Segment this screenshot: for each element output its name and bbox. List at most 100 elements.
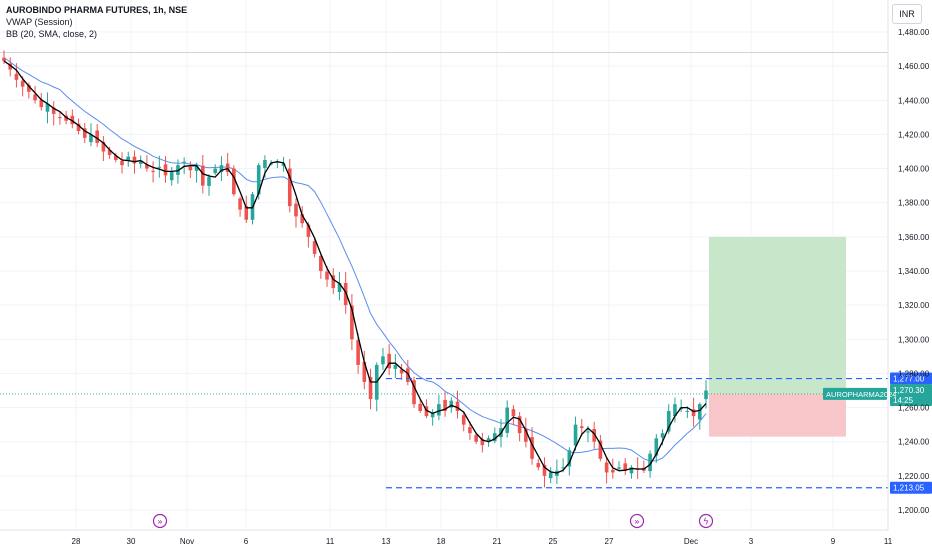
- candle-body: [163, 164, 168, 176]
- time-tick-label: 25: [549, 537, 558, 546]
- candle-body: [33, 94, 37, 101]
- symbol-tag-label: AUROPHARMA2024: [826, 390, 896, 399]
- candle-body: [244, 206, 249, 220]
- price-tick-label: 1,460.00: [898, 62, 930, 71]
- price-tick-label: 1,220.00: [898, 472, 930, 481]
- candle-body: [611, 469, 615, 473]
- candle-body: [45, 103, 50, 112]
- candle-body: [294, 203, 298, 217]
- price-tick-label: 1,240.00: [898, 438, 930, 447]
- candle-body: [188, 166, 193, 171]
- candle-body: [697, 404, 702, 420]
- candle-body: [468, 427, 472, 434]
- candle-body: [76, 123, 81, 132]
- price-level-tag: [890, 481, 932, 494]
- vwap-line: [3, 60, 707, 474]
- candle-body: [387, 353, 391, 369]
- candle-body: [381, 356, 385, 365]
- event-marker-glyph: »: [157, 518, 163, 528]
- candle-body: [306, 224, 311, 237]
- candle-body: [312, 241, 317, 254]
- price-level-label: 1,213.05: [893, 484, 925, 493]
- candle-body: [256, 165, 261, 195]
- price-tick-label: 1,280.00: [898, 369, 930, 378]
- candle-body: [648, 453, 652, 472]
- candle-body: [194, 165, 199, 171]
- candle-body: [169, 171, 174, 181]
- candle-body: [70, 115, 75, 125]
- candle-body: [430, 412, 435, 418]
- candle-body: [337, 282, 342, 292]
- candle-body: [673, 404, 677, 417]
- price-axis[interactable]: 1,200.00 1,220.00 1,240.00 1,260.00 1,280.00…: [887, 0, 930, 530]
- candle-body: [617, 467, 621, 469]
- event-marker-icon: [698, 513, 714, 529]
- candle-body: [343, 282, 348, 306]
- time-tick-label: 9: [831, 537, 836, 546]
- candle-body: [505, 407, 510, 433]
- currency-button[interactable]: INR: [892, 4, 922, 24]
- time-tick-label: 6: [244, 537, 249, 546]
- event-marker-glyph: ϟ: [703, 518, 709, 528]
- candle-body: [480, 439, 485, 446]
- candle-body: [82, 128, 87, 138]
- candle-body: [126, 156, 131, 161]
- candle-body: [27, 85, 31, 92]
- candle-body: [225, 163, 230, 172]
- candle-body: [399, 369, 404, 374]
- time-tick-label: 3: [749, 537, 754, 546]
- candle-body: [281, 163, 286, 166]
- candle-body: [300, 214, 304, 224]
- candle-body: [325, 271, 329, 280]
- bb-legend: BB (20, SMA, close, 2): [6, 29, 98, 39]
- price-tick-label: 1,300.00: [898, 335, 930, 344]
- candle-body: [561, 467, 565, 469]
- price-tick-label: 1,260.00: [898, 404, 930, 413]
- loss-zone: [709, 393, 846, 437]
- candle-body: [8, 63, 13, 70]
- candle-body: [424, 406, 429, 417]
- candle-body: [20, 80, 25, 87]
- position-tool[interactable]: [0, 236, 888, 437]
- candle-body: [107, 149, 112, 155]
- candle-body: [138, 161, 143, 164]
- candle-body: [319, 255, 323, 271]
- candle-body: [579, 426, 584, 429]
- time-tick-label: 11: [884, 537, 893, 546]
- candle-body: [567, 450, 572, 467]
- symbol-tag: [823, 387, 887, 400]
- chart-legend: AUROBINDO PHARMA FUTURES, 1h, NSE VWAP (…: [6, 4, 187, 40]
- candlestick-series: [2, 50, 708, 488]
- candle-body: [486, 438, 491, 442]
- candle-body: [51, 107, 56, 114]
- bollinger-band-line: [3, 57, 707, 462]
- candle-body: [586, 431, 590, 433]
- time-axis[interactable]: 28 30 Nov 6 11 13 18 21 25 27 Dec 3 9 11: [0, 529, 893, 546]
- time-tick-label: 18: [437, 537, 446, 546]
- candle-body: [443, 399, 447, 411]
- vwap-path: [3, 60, 707, 474]
- candle-body: [455, 401, 460, 411]
- candle-body: [263, 160, 267, 168]
- candle-body: [461, 415, 466, 425]
- candle-body: [474, 434, 478, 442]
- candle-body: [530, 437, 534, 459]
- horizontal-levels[interactable]: 1,277.00 1,213.05 1,270.3014:25AUROPHARMA2…: [386, 372, 932, 494]
- price-tick-label: 1,480.00: [898, 28, 930, 37]
- candle-body: [362, 361, 367, 382]
- event-markers[interactable]: » » ϟ: [152, 513, 714, 529]
- event-marker-icon: [629, 513, 645, 529]
- time-tick-label: 13: [382, 537, 391, 546]
- candle-body: [132, 156, 137, 164]
- candle-body: [95, 130, 99, 143]
- candle-body: [213, 168, 218, 174]
- candle-body: [524, 429, 528, 442]
- candle-body: [157, 166, 162, 168]
- price-tick-label: 1,440.00: [898, 96, 930, 105]
- time-tick-label: 11: [326, 537, 335, 546]
- candle-body: [114, 155, 118, 161]
- time-tick-label: 27: [605, 537, 614, 546]
- profit-zone: [709, 236, 846, 394]
- time-tick-label: 21: [493, 537, 502, 546]
